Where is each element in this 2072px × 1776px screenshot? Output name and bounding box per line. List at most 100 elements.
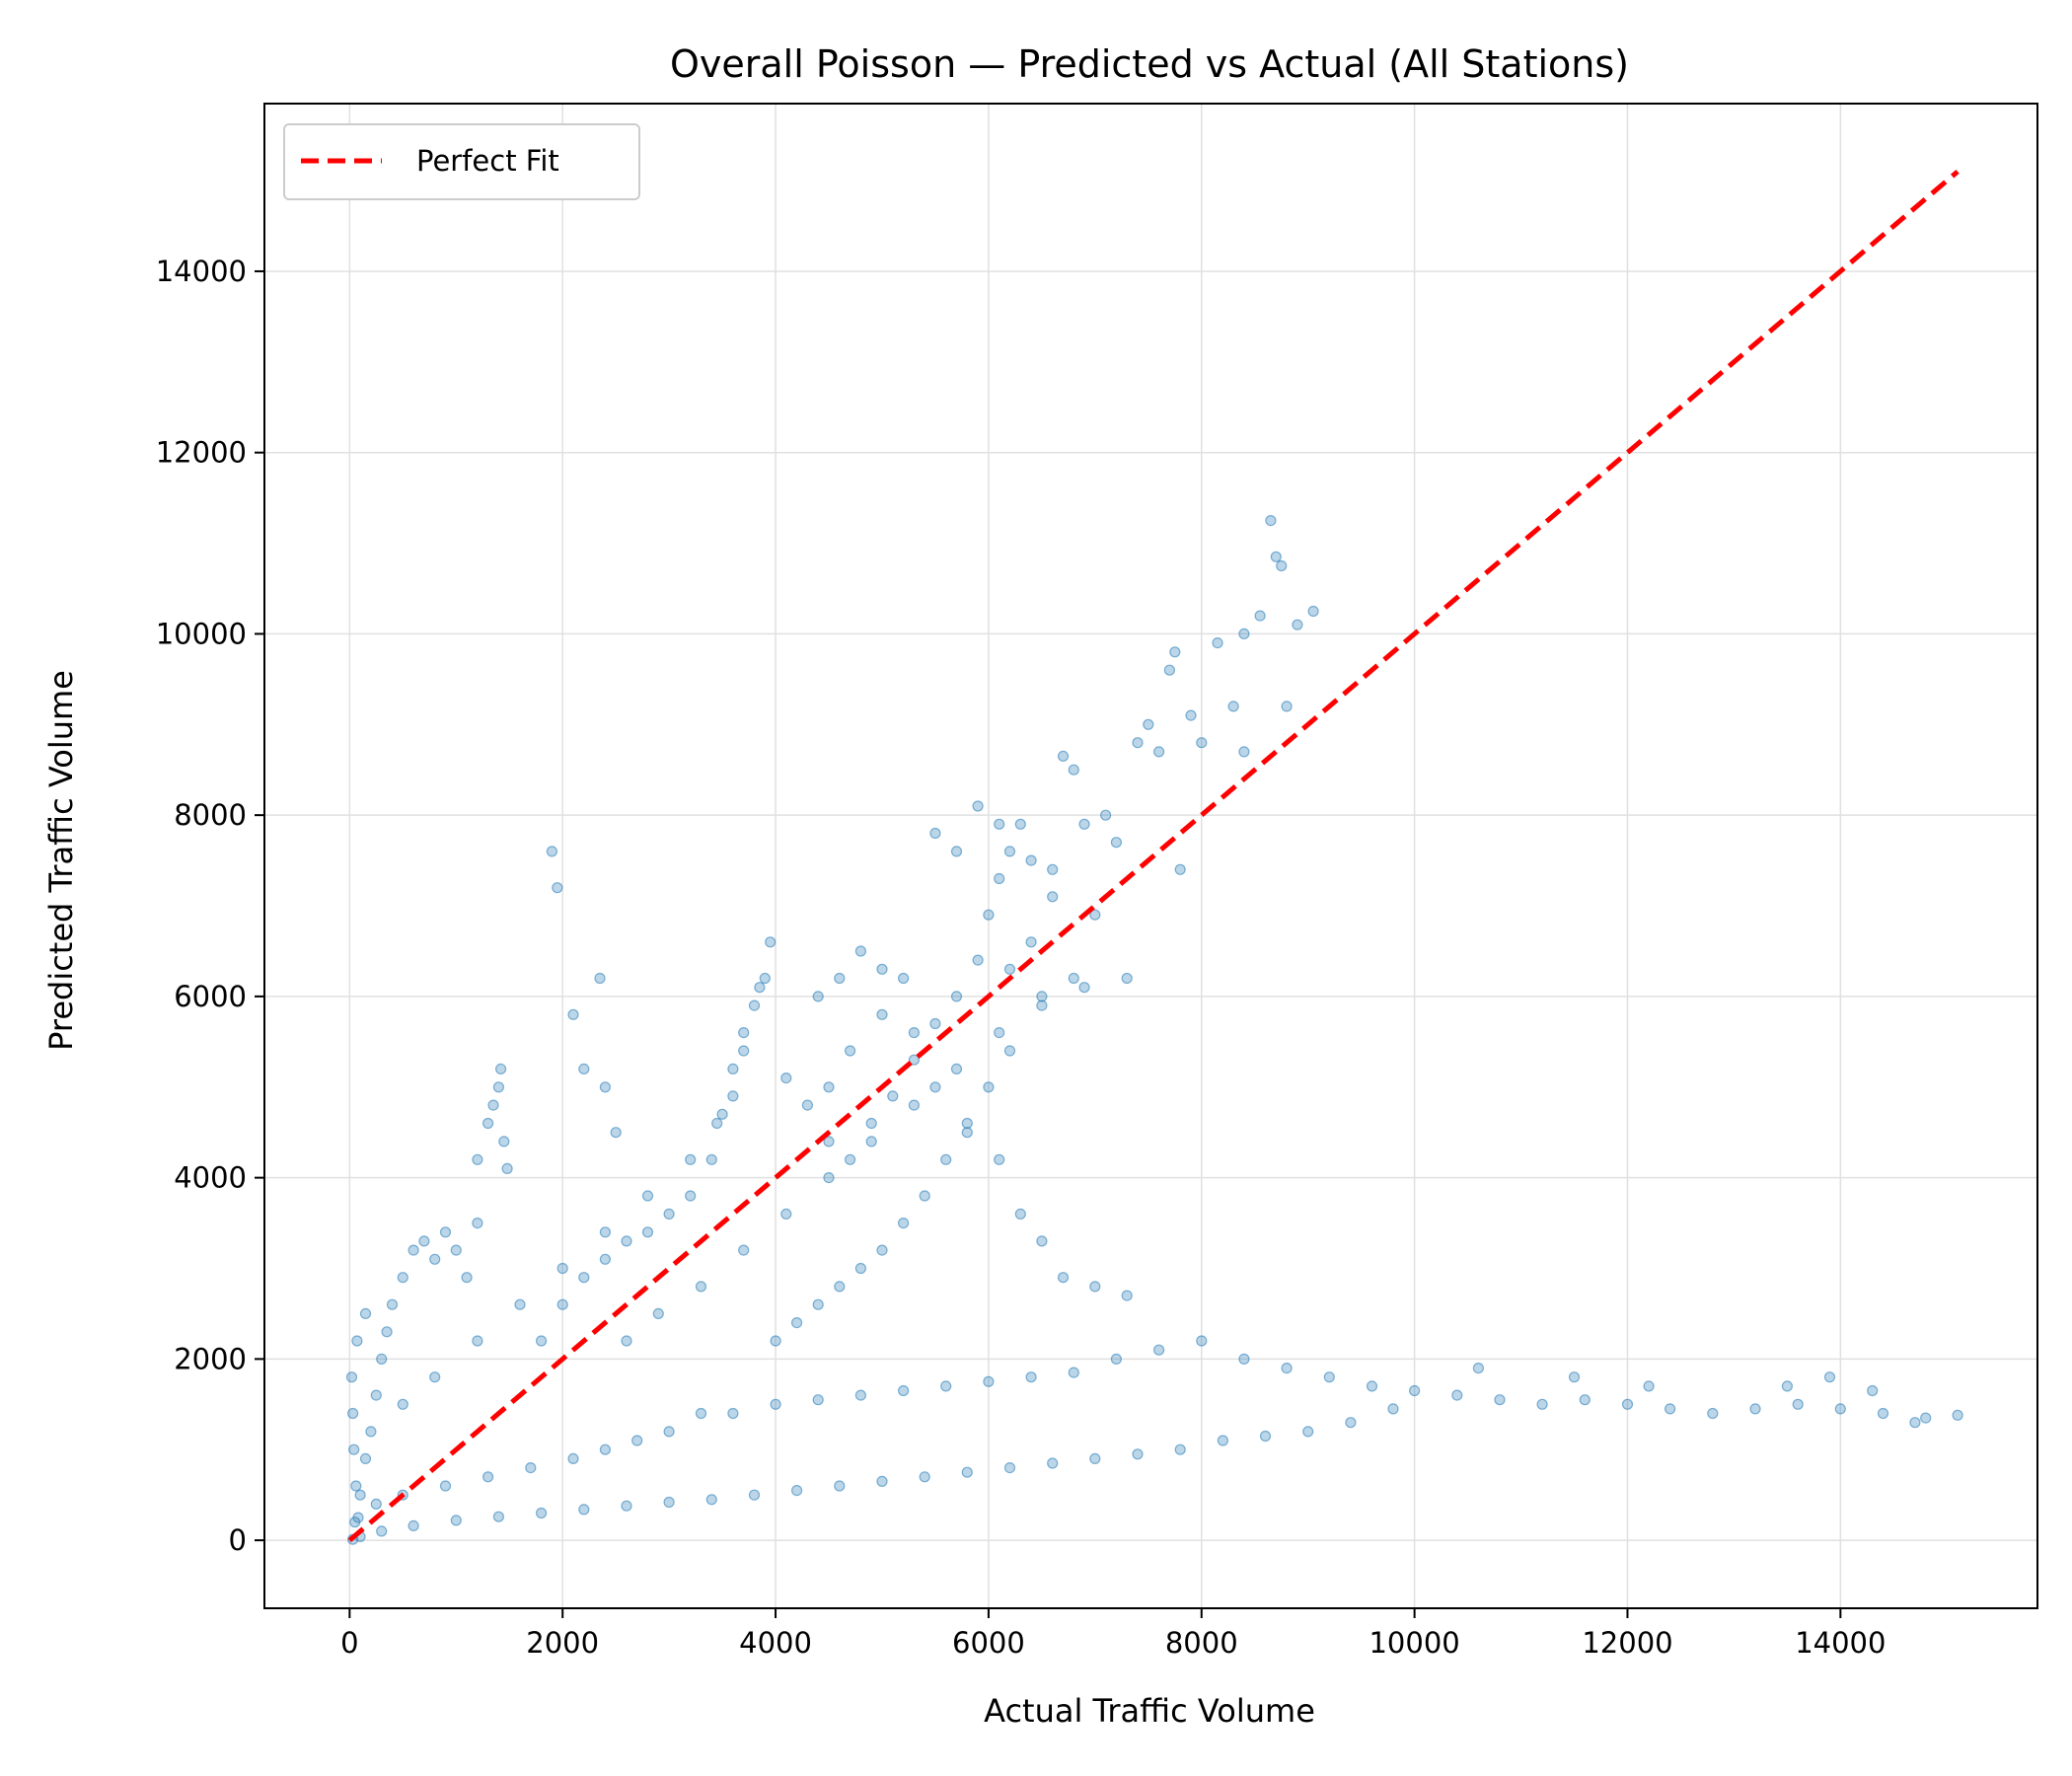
- data-point: [1451, 1389, 1463, 1401]
- data-point: [748, 1489, 761, 1501]
- data-point: [908, 1026, 921, 1039]
- data-point: [461, 1272, 473, 1284]
- data-point: [1003, 1045, 1016, 1057]
- data-point: [897, 1217, 910, 1229]
- x-tick-label: 2000: [526, 1626, 599, 1660]
- data-point: [812, 1394, 824, 1406]
- data-point: [501, 1162, 513, 1175]
- data-point: [365, 1426, 377, 1438]
- data-point: [854, 1389, 867, 1401]
- data-point: [1867, 1384, 1879, 1397]
- data-point: [919, 1471, 930, 1483]
- data-point: [525, 1461, 537, 1474]
- data-point: [801, 1099, 814, 1111]
- data-point: [983, 909, 995, 921]
- data-point: [1238, 746, 1250, 758]
- data-point: [1265, 514, 1277, 527]
- x-tick-label: 0: [340, 1626, 358, 1660]
- data-point: [556, 1262, 568, 1275]
- data-point: [897, 1384, 910, 1397]
- data-point: [705, 1494, 717, 1506]
- data-point: [599, 1226, 612, 1238]
- data-point: [345, 1371, 358, 1383]
- data-point: [1834, 1403, 1846, 1415]
- data-point: [1707, 1407, 1719, 1420]
- data-point: [685, 1153, 697, 1165]
- data-point: [599, 1443, 612, 1455]
- data-point: [897, 972, 910, 985]
- data-point: [567, 1008, 579, 1020]
- data-point: [535, 1507, 548, 1519]
- data-point: [994, 818, 1005, 830]
- data-point: [929, 1081, 941, 1093]
- data-point: [472, 1153, 483, 1165]
- data-point: [950, 846, 963, 857]
- data-point: [834, 972, 846, 985]
- data-point: [351, 1335, 363, 1347]
- data-point: [492, 1081, 504, 1093]
- legend-label-perfect-fit: Perfect Fit: [416, 144, 559, 178]
- data-point: [1036, 1235, 1048, 1247]
- data-point: [1003, 963, 1016, 975]
- data-point: [350, 1480, 362, 1492]
- data-point: [495, 1063, 507, 1075]
- data-point: [1057, 1272, 1070, 1284]
- data-point: [1238, 628, 1250, 640]
- data-point: [887, 1090, 899, 1102]
- data-point: [834, 1281, 846, 1293]
- data-point: [487, 1099, 499, 1111]
- data-point: [1323, 1371, 1335, 1383]
- data-point: [1047, 1457, 1059, 1469]
- data-point: [1292, 619, 1303, 630]
- data-point: [940, 1380, 952, 1392]
- data-point: [983, 1375, 995, 1387]
- data-point: [498, 1136, 510, 1147]
- data-point: [1025, 854, 1037, 866]
- data-point: [908, 1054, 921, 1066]
- data-point: [994, 1153, 1005, 1165]
- data-point: [1408, 1384, 1421, 1397]
- data-point: [994, 1026, 1005, 1039]
- y-tick-label: 12000: [156, 436, 247, 470]
- data-point: [1749, 1403, 1761, 1415]
- data-point: [472, 1217, 483, 1229]
- data-point: [1068, 1367, 1079, 1378]
- data-point: [1132, 1448, 1144, 1460]
- data-point: [1152, 746, 1165, 758]
- data-point: [652, 1307, 664, 1320]
- data-point: [472, 1335, 483, 1347]
- data-point: [823, 1081, 835, 1093]
- data-point: [961, 1127, 973, 1139]
- data-point: [1781, 1380, 1794, 1392]
- data-point: [1387, 1403, 1399, 1415]
- data-point: [972, 954, 984, 966]
- data-point: [407, 1519, 419, 1532]
- data-point: [1110, 1353, 1123, 1366]
- data-point: [1643, 1380, 1655, 1392]
- data-point: [1174, 863, 1186, 875]
- data-point: [1621, 1398, 1634, 1410]
- data-point: [876, 1008, 888, 1020]
- data-point: [1276, 559, 1288, 572]
- data-point: [876, 963, 888, 975]
- data-point: [429, 1253, 441, 1265]
- data-point: [727, 1063, 739, 1075]
- data-point: [663, 1496, 675, 1509]
- data-point: [754, 982, 766, 994]
- data-point: [876, 1475, 888, 1488]
- data-point: [1003, 1461, 1016, 1474]
- data-point: [1238, 1353, 1250, 1366]
- data-point: [929, 1017, 941, 1030]
- data-point: [347, 1407, 359, 1420]
- data-point: [1212, 636, 1223, 649]
- data-point: [1132, 737, 1144, 749]
- data-point: [450, 1515, 462, 1526]
- data-point: [552, 882, 563, 894]
- x-tick-label: 8000: [1165, 1626, 1238, 1660]
- data-point: [1302, 1426, 1314, 1438]
- data-point: [556, 1298, 568, 1310]
- data-point: [961, 1117, 973, 1130]
- data-point: [685, 1190, 697, 1202]
- data-point: [738, 1244, 750, 1256]
- scatter-points: [345, 514, 1963, 1545]
